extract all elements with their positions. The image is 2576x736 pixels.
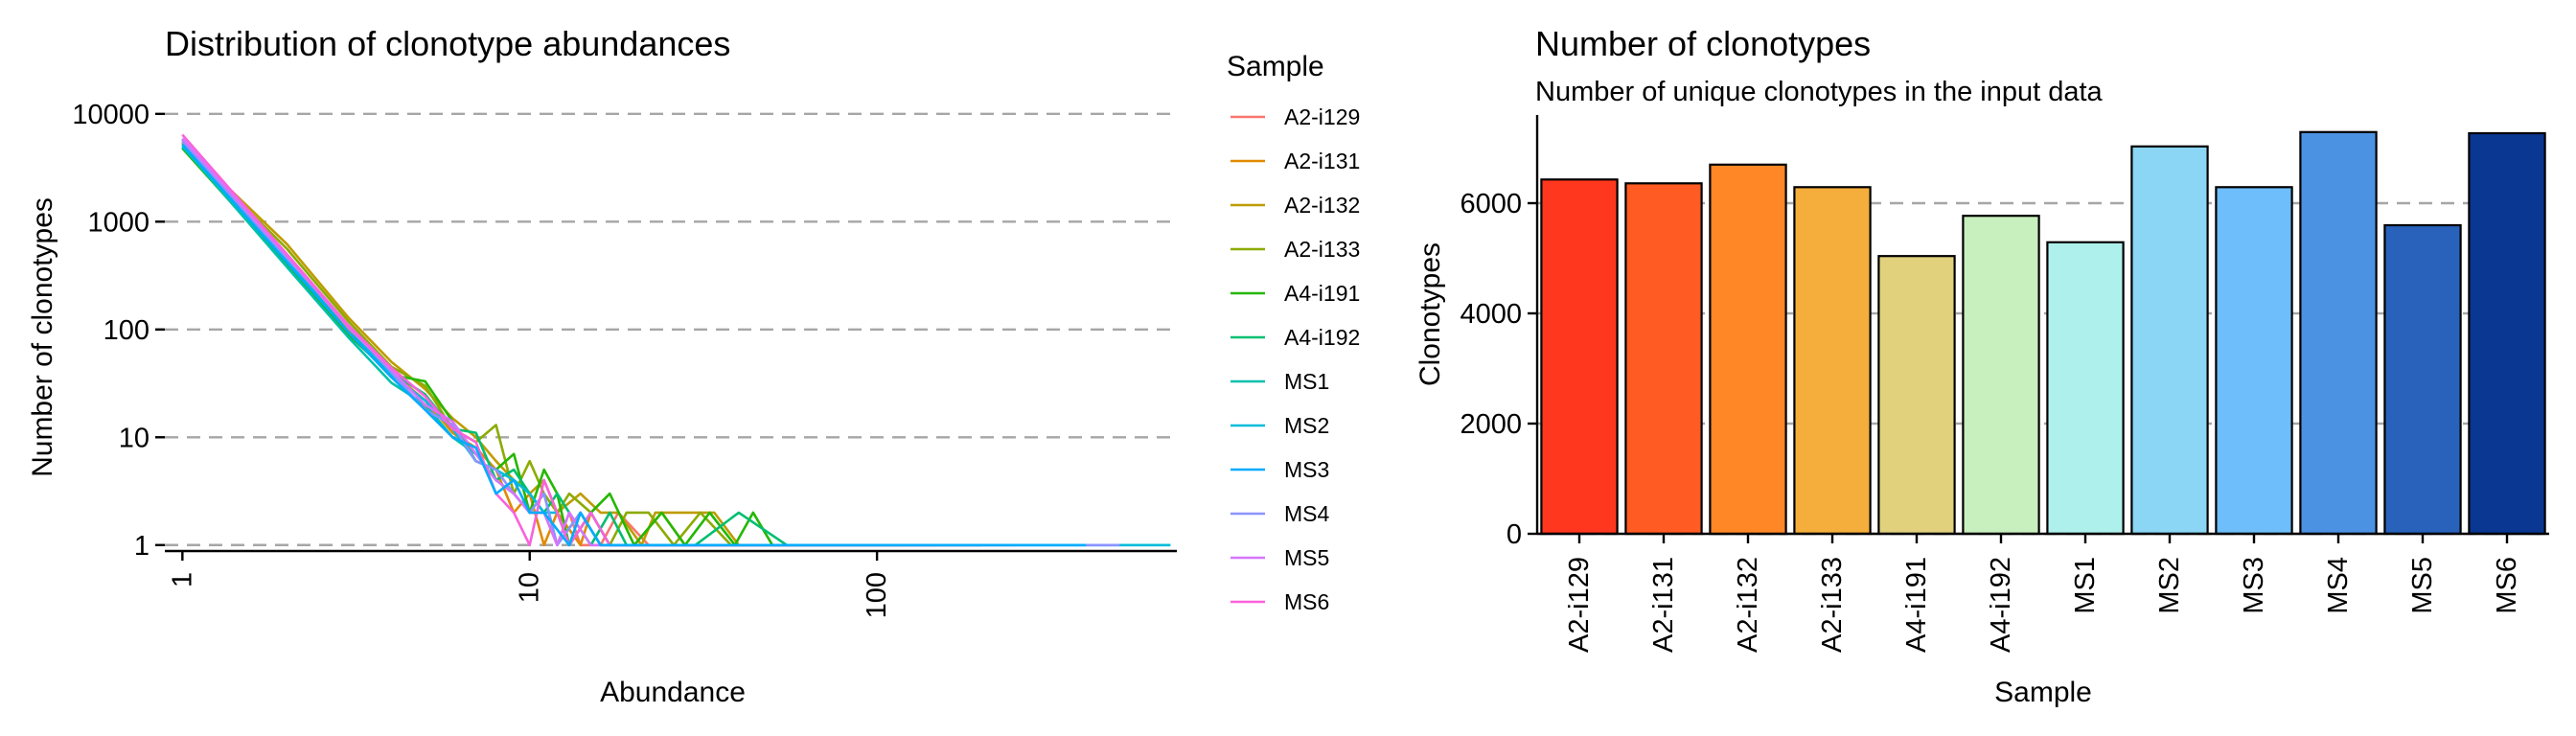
legend-item-ms3: MS3 (1230, 457, 1329, 482)
legend-item-a2-i132: A2-i132 (1230, 193, 1360, 218)
y-tick-label: 6000 (1460, 189, 1522, 219)
y-tick-label: 100 (104, 315, 150, 346)
bar-chart-x-ticks: A2-i129 A2-i131 A2-i132 A2-i133 A4-i191 A4-i1… (1564, 534, 2522, 653)
series-line-a2-i132 (181, 142, 966, 547)
legend-title: Sample (1227, 51, 1324, 82)
legend-label: MS1 (1284, 369, 1329, 394)
series-line-a4-i192 (181, 146, 878, 547)
bar-chart-y-axis-title: Clonotypes (1414, 242, 1446, 386)
line-chart-x-ticks: 1 10 100 (167, 551, 892, 618)
line-chart-title: Distribution of clonotype abundances (165, 24, 730, 63)
bar-a4-i192 (1962, 215, 2040, 536)
y-tick-label: 4000 (1460, 299, 1522, 330)
y-tick-label: 1000 (87, 207, 150, 238)
x-tick-label: MS3 (2239, 557, 2269, 614)
x-tick-label: A2-i132 (1733, 557, 1763, 653)
x-tick-label: MS2 (2154, 557, 2185, 614)
bar-a2-i131 (1624, 182, 1703, 536)
legend-item-a2-i131: A2-i131 (1230, 149, 1360, 173)
legend-label: A2-i131 (1284, 149, 1360, 173)
legend-label: MS5 (1284, 545, 1329, 570)
legend-label: MS6 (1284, 589, 1329, 614)
x-tick-label: MS4 (2323, 557, 2354, 614)
series-line-ms6 (181, 133, 938, 547)
legend-label: A2-i132 (1284, 193, 1360, 218)
x-tick-label: MS6 (2492, 557, 2522, 614)
legend-item-a2-i129: A2-i129 (1230, 104, 1360, 129)
legend-label: MS2 (1284, 413, 1329, 438)
x-tick-label: 1 (167, 572, 197, 587)
x-tick-label: A4-i191 (1901, 557, 1932, 653)
legend-label: MS4 (1284, 501, 1330, 526)
bar-chart-bars (1540, 130, 2546, 536)
bar-ms1 (2046, 241, 2125, 536)
legend-label: A4-i192 (1284, 325, 1360, 350)
line-chart-series (181, 133, 1171, 547)
legend-label: A2-i133 (1284, 237, 1360, 262)
y-tick-label: 2000 (1460, 409, 1522, 440)
y-tick-label: 1 (134, 531, 150, 562)
legend-item-a2-i133: A2-i133 (1230, 237, 1360, 262)
bar-ms3 (2215, 186, 2293, 536)
x-tick-label: 10 (515, 572, 545, 603)
bar-a2-i129 (1540, 178, 1619, 536)
legend-item-ms2: MS2 (1230, 413, 1329, 438)
series-line-ms3 (181, 143, 1087, 547)
x-tick-label: A4-i192 (1986, 557, 2016, 653)
series-line-a2-i133 (181, 143, 938, 547)
legend-label: A2-i129 (1284, 104, 1360, 129)
bar-chart-y-ticks: 0 2000 4000 6000 (1460, 189, 1537, 550)
y-tick-label: 10000 (72, 100, 150, 130)
line-chart-y-ticks: 1 10 100 1000 10000 (72, 100, 165, 562)
line-chart-grid (165, 112, 1177, 546)
x-tick-label: A2-i131 (1648, 557, 1679, 653)
bar-ms4 (2299, 130, 2378, 536)
series-line-ms1 (181, 145, 938, 547)
series-line-a2-i129 (181, 140, 1016, 547)
bar-chart-title: Number of clonotypes (1535, 24, 1871, 63)
y-tick-label: 0 (1506, 519, 1522, 550)
line-chart-y-axis-title: Number of clonotypes (27, 197, 58, 477)
line-chart-x-axis-title: Abundance (600, 677, 746, 708)
legend-item-ms5: MS5 (1230, 545, 1329, 570)
series-line-a2-i131 (181, 142, 982, 547)
series-line-ms5 (181, 137, 982, 547)
abundance-line-chart: Distribution of clonotype abundances 1 10… (27, 24, 1177, 708)
bar-chart-subtitle: Number of unique clonotypes in the input… (1535, 77, 2104, 107)
legend-item-a4-i191: A4-i191 (1230, 281, 1360, 306)
x-tick-label: 100 (862, 572, 892, 618)
x-tick-label: MS1 (2070, 557, 2101, 614)
bar-a4-i191 (1877, 255, 1956, 536)
legend-items: A2-i129 A2-i131 A2-i132 A2-i133 A4-i191 A4-i1… (1230, 104, 1360, 614)
series-line-ms2 (181, 138, 1171, 547)
clonotype-bar-chart: Number of clonotypes Number of unique cl… (1414, 24, 2549, 708)
y-tick-label: 10 (119, 423, 150, 453)
legend-label: A4-i191 (1284, 281, 1360, 306)
bar-chart-x-axis-title: Sample (1994, 677, 2092, 708)
x-tick-label: A2-i133 (1817, 557, 1848, 653)
legend-item-a4-i192: A4-i192 (1230, 325, 1360, 350)
legend-item-ms1: MS1 (1230, 369, 1329, 394)
legend-item-ms6: MS6 (1230, 589, 1329, 614)
series-line-ms4 (181, 141, 1120, 547)
legend-label: MS3 (1284, 457, 1329, 482)
x-tick-label: A2-i129 (1564, 557, 1595, 653)
legend: Sample A2-i129 A2-i131 A2-i132 A2-i133 A4-i1… (1227, 51, 1360, 614)
bar-a2-i132 (1709, 163, 1787, 536)
x-tick-label: MS5 (2407, 557, 2438, 614)
bar-a2-i133 (1793, 186, 1872, 536)
legend-item-ms4: MS4 (1230, 501, 1330, 526)
bar-ms6 (2468, 131, 2546, 536)
bar-ms2 (2130, 145, 2209, 536)
bar-ms5 (2383, 223, 2462, 536)
